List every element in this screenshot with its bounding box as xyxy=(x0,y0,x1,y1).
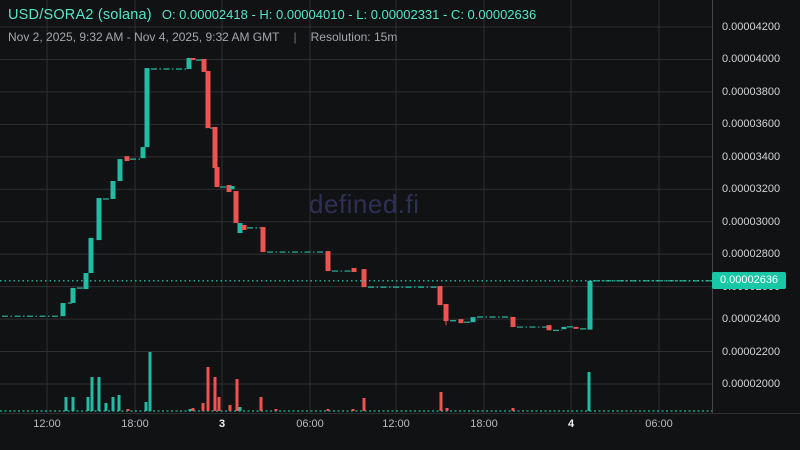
volume-bar xyxy=(259,397,263,411)
volume-bar xyxy=(445,408,449,411)
price-axis-label: 0.00003200 xyxy=(722,183,781,196)
candle-body xyxy=(212,126,218,169)
candle-body xyxy=(88,237,94,274)
time-axis-label: 06:00 xyxy=(296,418,324,430)
price-axis-label: 0.00004000 xyxy=(722,53,781,66)
price-axis-label: 0.00002000 xyxy=(722,378,781,390)
candle-body xyxy=(110,180,116,200)
candle-body xyxy=(226,185,232,193)
candle-body xyxy=(60,303,66,317)
candle-body xyxy=(325,251,331,272)
time-axis-label: 3 xyxy=(218,418,226,430)
volume-bar xyxy=(217,397,221,411)
price-axis-label: 0.00003800 xyxy=(722,85,781,98)
volume-bar xyxy=(126,409,130,411)
volume-bar xyxy=(117,395,121,411)
price-axis-label: 0.00002800 xyxy=(722,248,781,261)
volume-bar xyxy=(71,397,75,411)
volume-bar xyxy=(238,407,242,411)
volume-bar xyxy=(111,397,115,411)
price-axis-label: 0.00003400 xyxy=(722,150,781,163)
candle-body xyxy=(260,227,266,253)
candle-body xyxy=(117,159,123,181)
candle-body xyxy=(70,287,76,304)
price-axis-label: 0.00002400 xyxy=(722,313,781,326)
time-axis-label: 18:00 xyxy=(470,418,498,430)
price-axis-label: 0.00003600 xyxy=(722,118,781,131)
volume-bar xyxy=(90,377,94,411)
volume-bar xyxy=(191,408,195,411)
volume-bar xyxy=(64,397,68,411)
candle-body xyxy=(437,285,443,306)
candle-body xyxy=(201,58,207,72)
price-axis-label: 0.00004200 xyxy=(722,21,781,33)
time-axis-label: 06:00 xyxy=(645,418,673,430)
chart-header: USD/SORA2 (solana) O: 0.00002418 - H: 0.0… xyxy=(8,6,536,44)
candle-body xyxy=(561,326,567,330)
volume-bar xyxy=(274,409,278,411)
volume-bar xyxy=(201,403,205,411)
date-range: Nov 2, 2025, 9:32 AM - Nov 4, 2025, 9:32… xyxy=(8,30,280,44)
candle-body xyxy=(351,267,357,273)
candle-body xyxy=(124,156,130,162)
volume-bar xyxy=(104,403,108,411)
candle-body xyxy=(587,280,593,330)
volume-bar xyxy=(86,397,90,411)
volume-bar xyxy=(587,372,591,411)
current-price-badge: 0.00002636 xyxy=(712,272,786,290)
candle-body xyxy=(443,303,449,322)
pair-title: USD/SORA2 (solana) xyxy=(8,7,152,23)
header-line-2: Nov 2, 2025, 9:32 AM - Nov 4, 2025, 9:32… xyxy=(8,30,536,44)
volume-bar xyxy=(326,409,330,411)
time-axis-label: 4 xyxy=(567,418,575,430)
time-axis-label: 12:00 xyxy=(382,418,410,430)
candle-body xyxy=(96,198,102,241)
volume-bar xyxy=(511,408,515,411)
volume-bar xyxy=(144,402,148,411)
price-axis-label: 0.00002200 xyxy=(722,345,781,358)
ohlc-values: O: 0.00002418 - H: 0.00004010 - L: 0.000… xyxy=(161,7,537,22)
volume-bar xyxy=(206,367,210,411)
separator: | xyxy=(293,30,297,44)
volume-bar xyxy=(97,377,101,411)
candle-body xyxy=(144,68,150,148)
candle-body xyxy=(546,325,552,331)
candle-body xyxy=(229,186,235,190)
candle-body xyxy=(573,326,579,329)
candle-body xyxy=(458,319,464,324)
candle-body xyxy=(361,269,367,288)
resolution-label[interactable]: Resolution: 15m xyxy=(310,30,398,44)
candle-body xyxy=(140,147,146,159)
candle-body xyxy=(470,317,476,323)
volume-bar xyxy=(351,409,355,411)
volume-bar xyxy=(148,352,152,411)
candle-body xyxy=(186,57,192,70)
header-line-1: USD/SORA2 (solana) O: 0.00002418 - H: 0.0… xyxy=(8,6,536,23)
volume-bar xyxy=(362,398,366,411)
candle-body xyxy=(205,70,211,129)
watermark: defined.fi xyxy=(309,189,420,219)
candle-body xyxy=(233,191,239,224)
price-axis-label: 0.00003000 xyxy=(722,215,781,228)
candle-body xyxy=(237,223,243,234)
volume-bar xyxy=(235,379,239,411)
volume-bar xyxy=(439,392,443,411)
time-axis-label: 18:00 xyxy=(121,418,149,430)
candle-body xyxy=(510,316,516,328)
volume-bar xyxy=(188,409,192,411)
volume-bar xyxy=(213,377,217,411)
volume-bar xyxy=(228,405,232,411)
time-axis-label: 12:00 xyxy=(33,418,61,430)
candle-body xyxy=(241,224,247,231)
candle-body xyxy=(190,57,196,61)
candle-body xyxy=(214,167,220,188)
